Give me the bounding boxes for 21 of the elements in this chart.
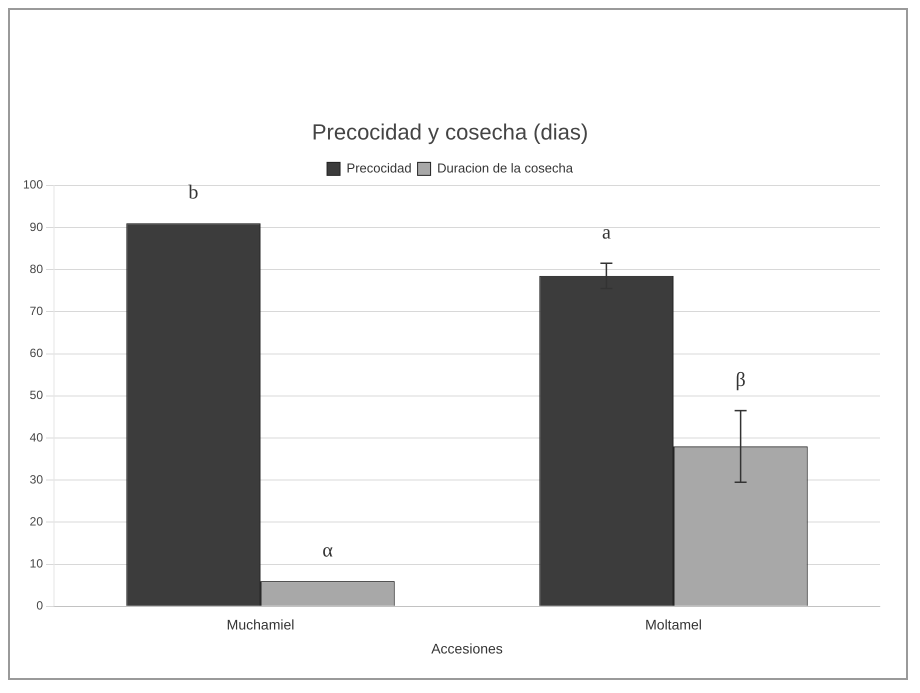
chart-title: Precocidad y cosecha (dias): [312, 119, 588, 144]
y-tick-label: 70: [30, 304, 44, 318]
x-tick-label: Muchamiel: [226, 616, 294, 633]
y-tick-label: 80: [30, 262, 44, 276]
y-tick-label: 60: [30, 346, 44, 360]
y-tick-label: 90: [30, 220, 44, 234]
y-tick-label: 40: [30, 430, 44, 444]
y-tick-label: 0: [36, 598, 44, 613]
annotation: β: [736, 368, 746, 391]
annotation: α: [322, 539, 334, 562]
x-tick-label: Moltamel: [645, 616, 702, 633]
annotation: b: [188, 182, 198, 204]
y-tick-label: 20: [30, 514, 44, 529]
legend-label: Duracion de la cosecha: [437, 160, 574, 176]
y-tick-label: 100: [22, 178, 44, 192]
y-tick-label: 30: [30, 472, 44, 486]
y-tick-label: 10: [30, 556, 44, 571]
annotation: a: [602, 222, 611, 244]
y-tick-label: 50: [30, 388, 44, 402]
x-axis-title: Accesiones: [431, 640, 503, 656]
legend-label: Precocidad: [346, 160, 412, 176]
